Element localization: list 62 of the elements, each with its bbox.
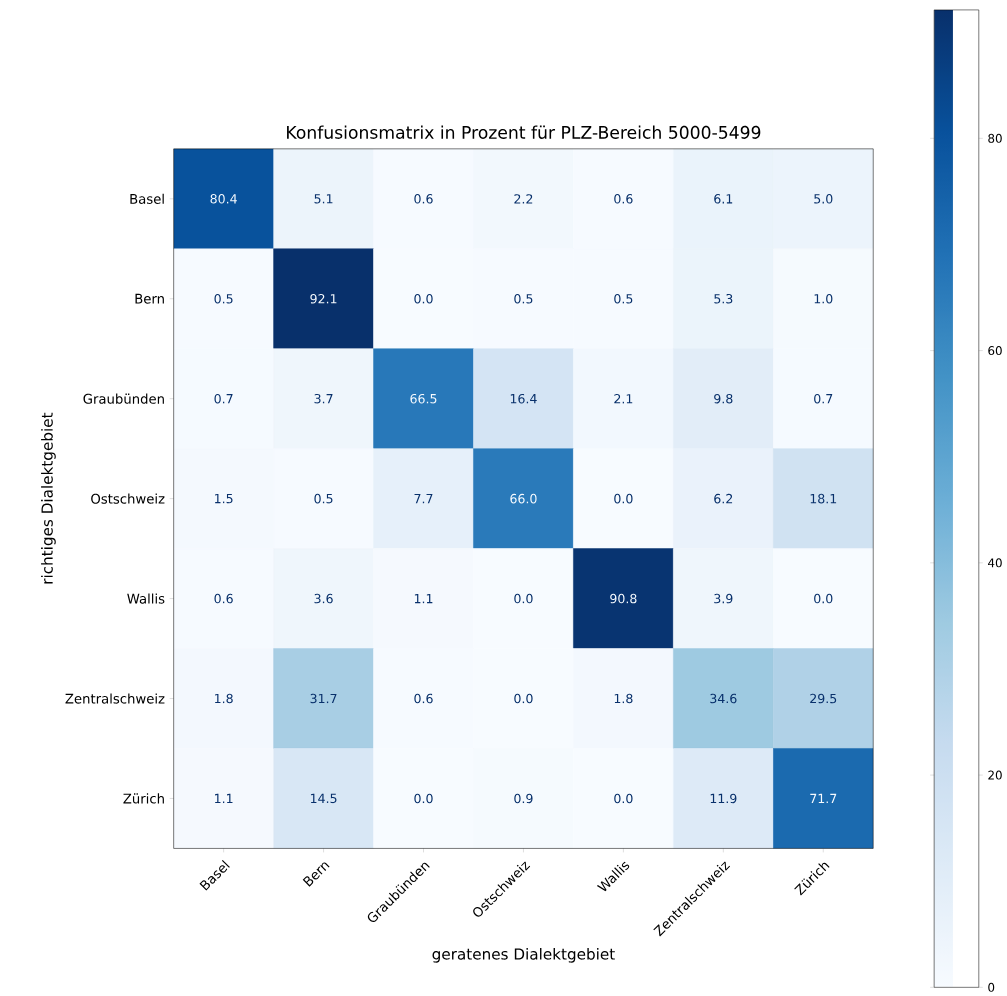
data-label: 18.1	[810, 493, 837, 504]
data-label: 1.8	[215, 693, 233, 704]
data-label: 3.6	[314, 593, 333, 604]
data-label: 2.1	[614, 393, 633, 404]
color-bar-label: 60	[988, 345, 1002, 355]
data-label: 0.6	[214, 593, 233, 604]
data-label: 92.1	[310, 293, 337, 304]
data-label: 71.7	[810, 793, 837, 803]
data-label: 66.0	[510, 493, 537, 504]
data-label: 80.4	[210, 193, 237, 204]
data-label: 0.5	[614, 293, 633, 304]
data-label: 7.7	[414, 493, 433, 504]
data-label: 9.8	[714, 393, 733, 404]
data-label: 29.5	[810, 693, 837, 704]
data-label: 1.8	[614, 693, 633, 704]
data-label: 1.0	[814, 293, 833, 304]
data-label: 0.0	[614, 493, 633, 504]
data-label: 34.6	[710, 693, 737, 704]
data-label: 31.7	[310, 693, 337, 704]
color-bar-label: 20	[988, 770, 1002, 780]
y-tick-label: Wallis	[127, 593, 165, 604]
color-bar-label: 80	[988, 133, 1002, 143]
data-label: 0.0	[414, 293, 433, 304]
data-label: 1.1	[215, 793, 233, 803]
y-tick-label: Graubünden	[83, 393, 164, 404]
data-label: 0.7	[814, 393, 833, 404]
y-tick-label: Bern	[135, 293, 164, 304]
data-label: 0.5	[214, 293, 233, 304]
y-axis-title: richtiges Dialektgebiet	[41, 412, 56, 584]
data-label: 0.6	[414, 193, 433, 204]
data-label: 0.5	[314, 493, 333, 504]
data-label: 1.5	[215, 493, 233, 504]
data-label: 0.0	[414, 793, 433, 804]
color-bar-label: 40	[988, 558, 1002, 568]
x-axis-title: geratenes Dialektgebiet	[432, 947, 615, 963]
data-label: 0.7	[214, 393, 233, 404]
data-label: 16.4	[510, 393, 537, 404]
data-label: 3.7	[314, 393, 333, 404]
color-bar-label: 0	[988, 982, 995, 992]
y-tick-label: Zentralschweiz	[65, 693, 165, 704]
data-label: 90.8	[610, 593, 637, 604]
data-label: 0.6	[414, 693, 433, 704]
data-label: 0.9	[514, 793, 533, 804]
data-label: 5.1	[314, 194, 333, 204]
chart-title: Konfusionsmatrix in Prozent für PLZ-Bereich 5000-5499	[287, 125, 761, 139]
data-label: 5.0	[814, 193, 833, 204]
data-label: 6.2	[714, 493, 733, 504]
data-label: 2.2	[514, 194, 533, 204]
y-tick-label: Ostschweiz	[91, 493, 165, 504]
data-label: 0.0	[514, 693, 533, 704]
data-label: 66.5	[410, 393, 437, 404]
data-label: 6.1	[714, 193, 733, 204]
data-label: 5.3	[714, 293, 733, 304]
data-label: 0.6	[614, 193, 633, 204]
data-label: 0.0	[514, 593, 533, 604]
y-tick-label: Zürich	[123, 793, 164, 804]
data-label: 0.0	[614, 793, 633, 804]
data-label: 14.5	[310, 793, 337, 804]
data-label: 1.1	[414, 593, 433, 604]
y-tick-label: Basel	[130, 193, 164, 204]
data-label: 0.5	[514, 293, 533, 304]
data-label: 3.9	[714, 593, 733, 604]
